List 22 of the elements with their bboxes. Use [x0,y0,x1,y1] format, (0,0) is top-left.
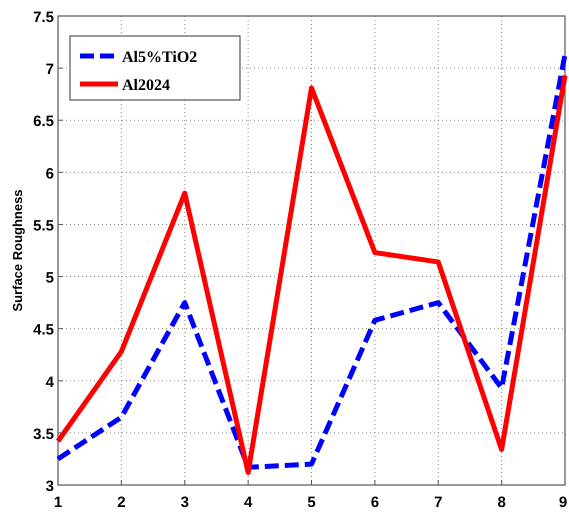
legend-label: Al5%TiO2 [122,49,198,66]
y-tick-label: 5 [46,270,54,287]
x-tick-label: 6 [370,494,380,511]
x-tick-label: 4 [244,494,253,511]
y-tick-label: 4.5 [33,322,54,339]
y-tick-label: 7 [46,61,54,78]
x-tick-label: 9 [558,494,568,511]
y-tick-label: 5.5 [33,217,54,234]
y-tick-label: 7.5 [33,9,54,26]
x-tick-label: 1 [54,494,62,511]
x-tick-label: 5 [307,494,316,511]
x-tick-label: 2 [117,494,126,511]
y-tick-label: 6 [46,165,54,182]
legend-label: Al2024 [122,77,170,94]
y-tick-label: 3.5 [33,426,54,443]
y-tick-label: 3 [46,478,54,495]
x-tick-label: 3 [180,494,189,511]
x-tick-label: 8 [497,494,506,511]
y-axis-title: Surface Roughness [10,189,25,312]
y-tick-label: 6.5 [33,113,54,130]
x-tick-label: 7 [434,494,442,511]
y-tick-label: 4 [46,374,55,391]
